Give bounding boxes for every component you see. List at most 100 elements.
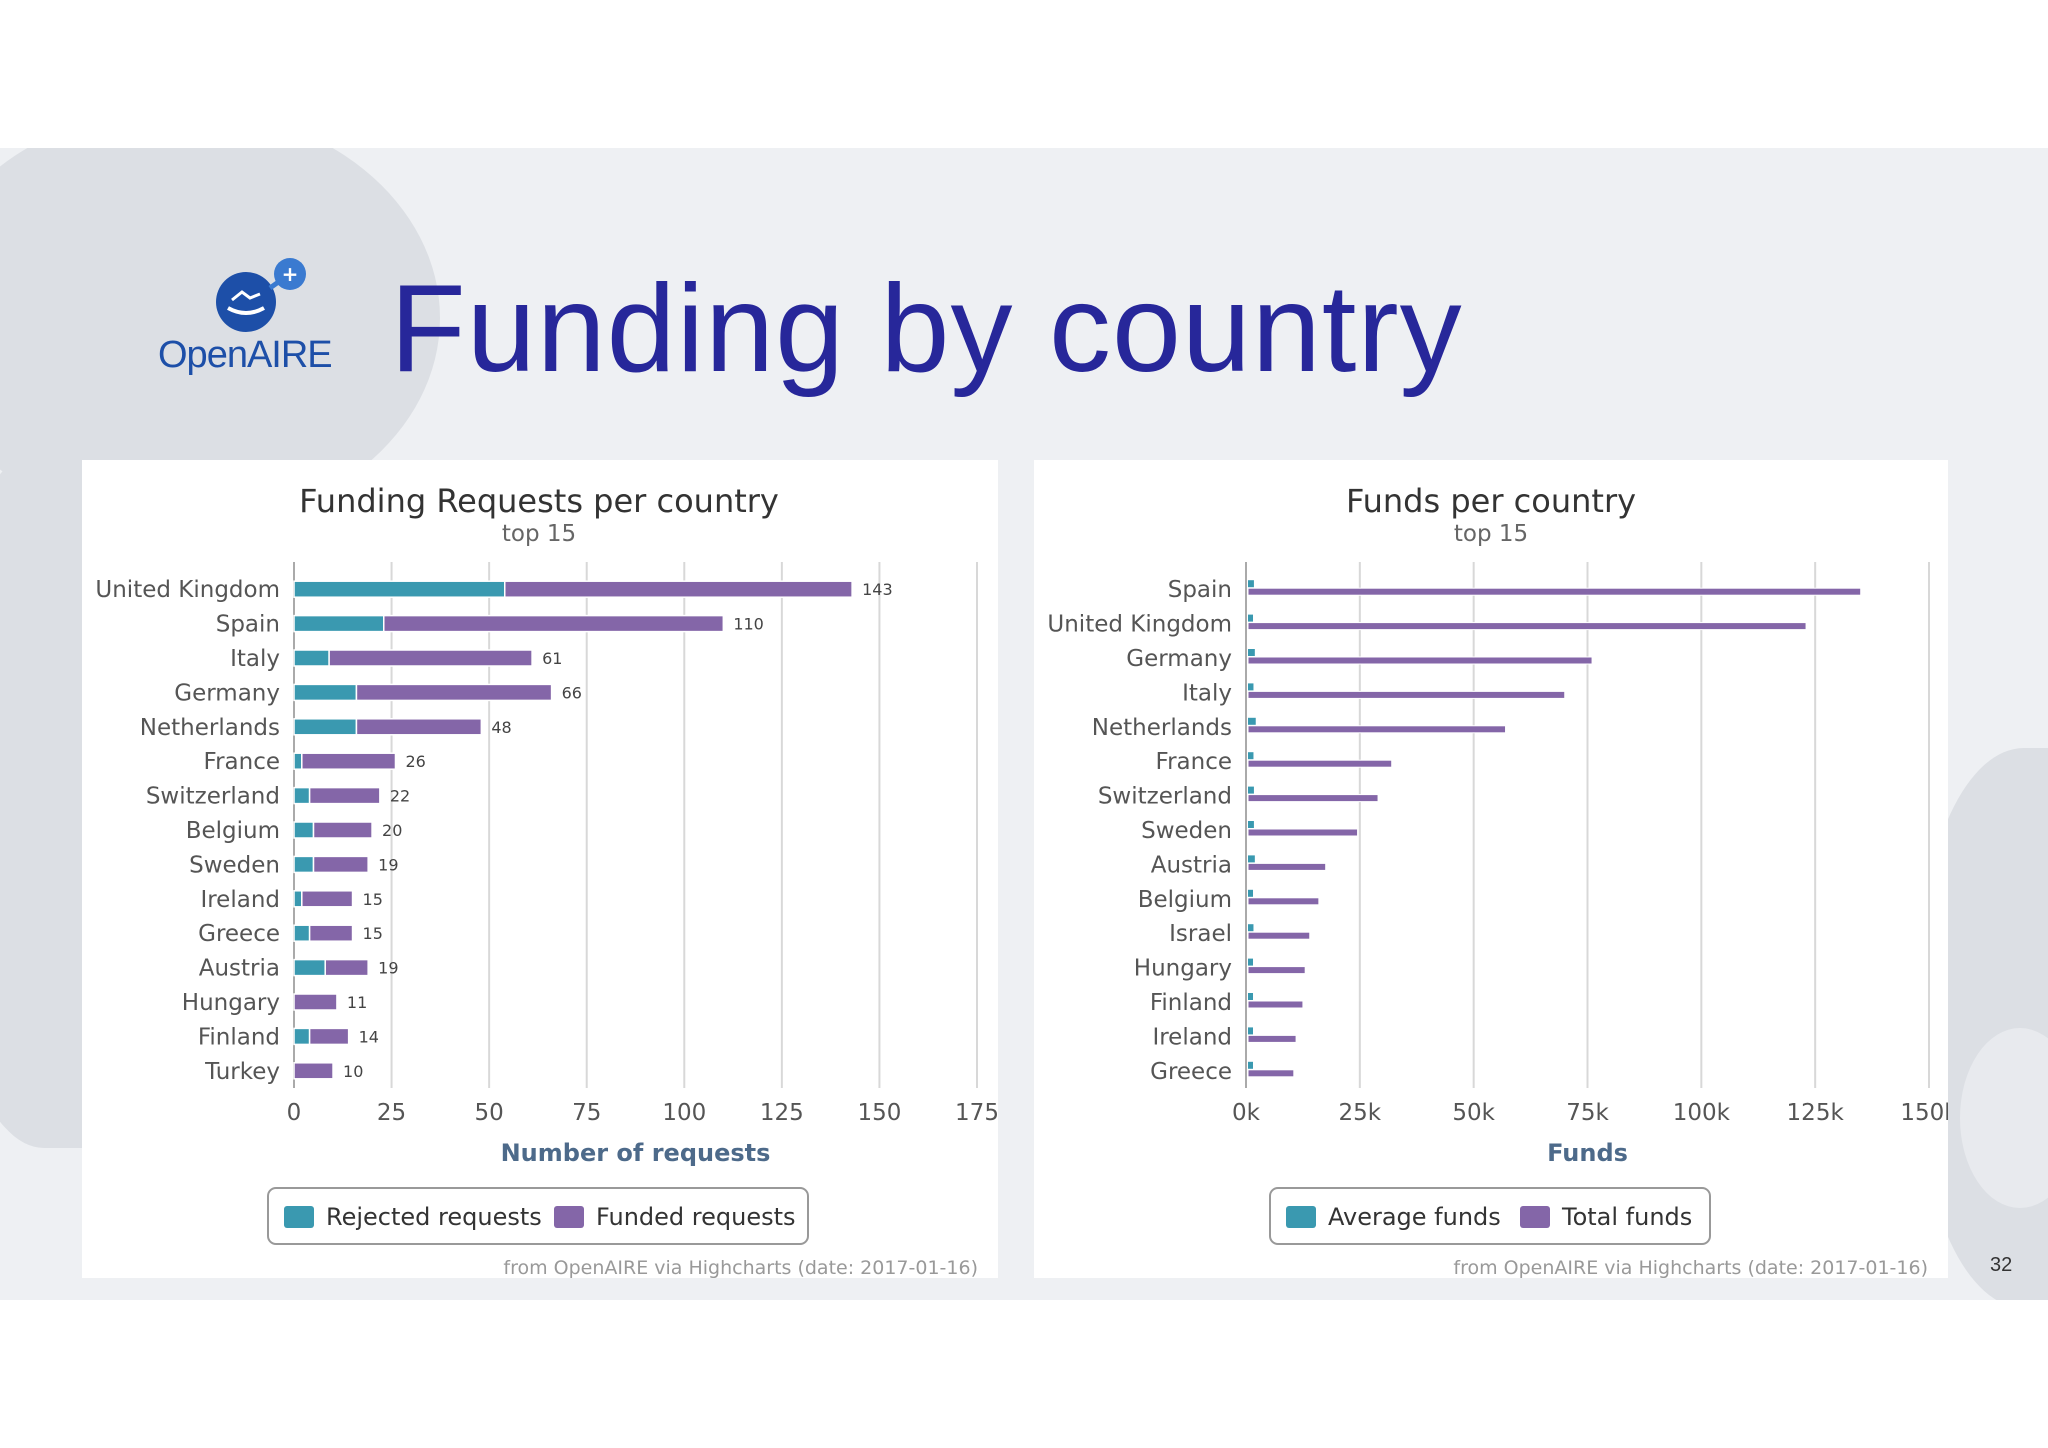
data-label: 143 — [862, 580, 893, 599]
bar-segment — [312, 855, 369, 874]
x-tick-label: 75k — [1566, 1100, 1609, 1126]
category-label: Netherlands — [1092, 715, 1232, 741]
average-funds-bar — [1248, 993, 1254, 1000]
bar-segment — [293, 855, 315, 874]
category-label: United Kingdom — [1047, 612, 1232, 638]
chart-credits[interactable]: from OpenAIRE via Highcharts (date: 2017… — [1453, 1257, 1928, 1278]
data-label: 110 — [733, 615, 764, 634]
bar-segment — [293, 890, 303, 908]
average-funds-bar — [1248, 1027, 1253, 1035]
legend-box — [267, 1187, 809, 1245]
chart-title: Funding Requests per country — [299, 482, 779, 520]
bar-segment — [293, 580, 506, 598]
category-label: Sweden — [1141, 818, 1232, 844]
bar-segment — [355, 718, 483, 736]
average-funds-bar — [1248, 1061, 1253, 1069]
total-funds-bar — [1247, 931, 1311, 940]
total-funds-bar — [1247, 828, 1359, 837]
category-label: Ireland — [200, 887, 280, 913]
category-label: Italy — [230, 646, 280, 672]
x-tick-label: 50k — [1452, 1100, 1495, 1126]
average-funds-bar — [1248, 752, 1254, 760]
bar-segment — [504, 580, 853, 598]
slide-title: Funding by country — [390, 260, 1463, 398]
bar-segment — [293, 958, 326, 977]
data-label: 22 — [390, 787, 410, 806]
bar-segment — [293, 786, 311, 805]
total-funds-bar — [1247, 966, 1306, 975]
average-funds-bar — [1248, 821, 1254, 828]
data-label: 66 — [562, 683, 582, 702]
category-label: Austria — [199, 956, 280, 982]
bar-segment — [301, 890, 354, 908]
average-funds-bar — [1248, 580, 1254, 588]
x-tick-label: 25 — [377, 1100, 406, 1126]
total-funds-bar — [1247, 794, 1379, 803]
bar-segment — [293, 683, 358, 702]
x-tick-label: 0 — [287, 1100, 302, 1126]
category-label: Switzerland — [146, 784, 280, 810]
bar-segment — [293, 1027, 311, 1046]
bar-segment — [301, 752, 397, 770]
bar-segment — [308, 786, 381, 805]
category-label: Ireland — [1152, 1024, 1232, 1050]
legend-swatch[interactable] — [1286, 1206, 1316, 1228]
category-label: Switzerland — [1098, 784, 1232, 810]
total-funds-bar — [1247, 622, 1807, 631]
total-funds-bar — [1247, 1000, 1304, 1009]
x-tick-label: 100 — [662, 1100, 706, 1126]
average-funds-bar — [1248, 889, 1254, 897]
data-label: 15 — [363, 924, 383, 943]
average-funds-bar — [1248, 649, 1255, 656]
bar-segment — [293, 752, 303, 770]
average-funds-bar — [1248, 958, 1254, 966]
chart-credits[interactable]: from OpenAIRE via Highcharts (date: 2017… — [503, 1257, 978, 1278]
logo-text: OpenAIRE — [158, 334, 333, 376]
legend-item[interactable]: Total funds — [1561, 1203, 1692, 1231]
average-funds-bar — [1248, 614, 1254, 622]
chart-title: Funds per country — [1346, 482, 1636, 520]
category-label: Israel — [1169, 921, 1232, 947]
data-label: 19 — [378, 959, 398, 978]
total-funds-bar — [1247, 656, 1593, 665]
legend-swatch[interactable] — [284, 1206, 314, 1228]
x-tick-label: 75 — [572, 1100, 601, 1126]
x-axis-title: Funds — [1547, 1139, 1628, 1167]
total-funds-bar — [1247, 897, 1320, 906]
legend-swatch[interactable] — [1520, 1206, 1550, 1228]
bar-segment — [293, 993, 338, 1011]
openaire-logo-icon: + — [216, 258, 306, 332]
bar-segment — [308, 1027, 350, 1046]
data-label: 14 — [359, 1027, 379, 1046]
bar-segment — [293, 614, 385, 633]
x-tick-label: 125k — [1787, 1100, 1845, 1126]
legend-item[interactable]: Funded requests — [596, 1203, 796, 1231]
bar-segment — [383, 614, 725, 633]
data-label: 48 — [491, 718, 511, 737]
legend-item[interactable]: Average funds — [1328, 1203, 1501, 1231]
bar-segment — [293, 649, 330, 667]
legend-item[interactable]: Rejected requests — [326, 1203, 542, 1231]
top-margin — [0, 0, 2048, 148]
category-label: Turkey — [204, 1059, 280, 1085]
total-funds-bar — [1247, 862, 1327, 871]
total-funds-bar — [1247, 587, 1862, 596]
category-label: Spain — [1168, 577, 1232, 603]
x-tick-label: 50 — [475, 1100, 504, 1126]
bar-segment — [293, 924, 311, 942]
bar-segment — [355, 683, 553, 702]
total-funds-bar — [1247, 759, 1393, 768]
bar-segment — [328, 649, 533, 667]
chart-subtitle: top 15 — [1454, 521, 1528, 547]
bottom-margin — [0, 1300, 2048, 1448]
chart-panel-left: Funding Requests per country top 15 0 25 50 7… — [82, 460, 998, 1278]
bar-segment — [293, 718, 358, 736]
category-label: United Kingdom — [95, 577, 280, 603]
category-label: Hungary — [1134, 956, 1232, 982]
category-label: Belgium — [186, 818, 280, 844]
category-label: Belgium — [1138, 887, 1232, 913]
total-funds-bar — [1247, 690, 1566, 699]
legend-swatch[interactable] — [554, 1206, 584, 1228]
